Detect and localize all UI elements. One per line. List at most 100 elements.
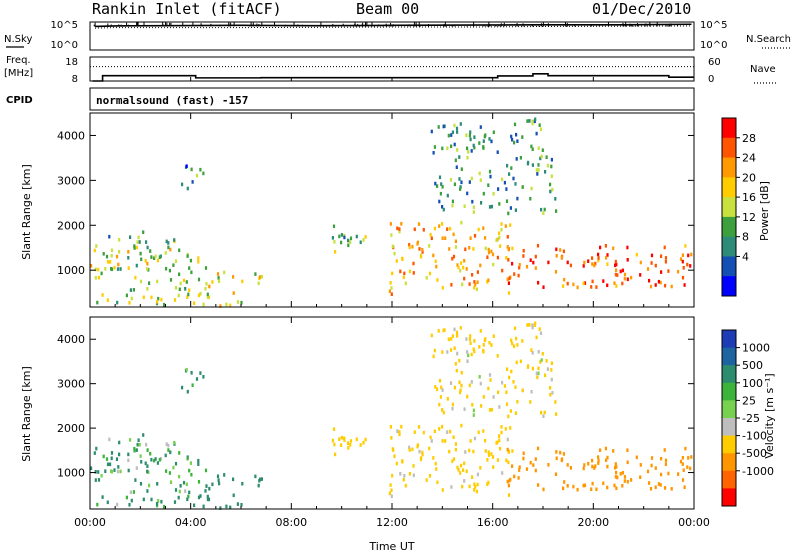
- colorbar-tick-label: 25: [742, 394, 756, 407]
- heatmap-cell: [178, 451, 181, 455]
- heatmap-cell: [129, 235, 132, 239]
- heatmap-cell: [498, 235, 501, 240]
- heatmap-cell: [115, 457, 119, 461]
- heatmap-cell: [491, 455, 495, 459]
- heatmap-cell: [612, 246, 615, 251]
- heatmap-cell: [526, 365, 529, 369]
- heatmap-cell: [189, 461, 192, 465]
- series-line-n-search: [95, 25, 692, 29]
- heatmap-cell: [359, 443, 362, 447]
- heatmap-cell: [454, 447, 457, 452]
- heatmap-cell: [468, 448, 471, 453]
- heatmap-cell: [140, 257, 143, 262]
- heatmap-cell: [489, 378, 492, 382]
- heatmap-cell: [582, 483, 585, 488]
- heatmap-cell: [595, 487, 598, 492]
- heatmap-cell: [232, 291, 235, 295]
- heatmap-cell: [453, 123, 456, 128]
- heatmap-cell: [597, 455, 600, 459]
- heatmap-cell: [440, 385, 443, 390]
- heatmap-cell: [446, 227, 449, 231]
- heatmap-cell: [441, 185, 444, 189]
- heatmap-cell: [455, 368, 458, 373]
- heatmap-cell: [156, 258, 159, 263]
- heatmap-cell: [484, 236, 487, 240]
- heatmap-cell: [165, 442, 168, 446]
- heatmap-cell: [454, 245, 457, 249]
- heatmap-cell: [501, 471, 504, 475]
- heatmap-cell: [146, 464, 149, 468]
- heatmap-cell: [505, 390, 508, 395]
- heatmap-cell: [125, 293, 128, 298]
- heatmap-cell: [197, 259, 200, 264]
- heatmap-cell: [428, 271, 432, 276]
- heatmap-cell: [96, 300, 99, 305]
- colorbar-tick-label: 28: [742, 132, 756, 145]
- heatmap-cell: [469, 236, 472, 240]
- heatmap-cell: [332, 427, 336, 431]
- heatmap-cell: [106, 500, 109, 505]
- heatmap-cell: [478, 375, 481, 379]
- heatmap-cell: [514, 208, 517, 212]
- velocity-axis-ticks: 1000 2000 3000 4000: [57, 333, 694, 480]
- colorbar-swatch: [722, 177, 736, 198]
- heatmap-cell: [514, 182, 517, 186]
- heatmap-cell: [650, 456, 654, 460]
- heatmap-cell: [670, 284, 673, 289]
- heatmap-cell: [204, 468, 208, 473]
- heatmap-cell: [469, 334, 472, 338]
- heatmap-cell: [454, 239, 457, 244]
- heatmap-cell: [487, 183, 490, 187]
- heatmap-cell: [129, 288, 132, 292]
- heatmap-cell: [470, 380, 473, 384]
- heatmap-cell: [507, 483, 510, 488]
- heatmap-cell: [364, 437, 367, 442]
- heatmap-cell: [583, 281, 587, 285]
- heatmap-cell: [462, 265, 465, 270]
- heatmap-cell: [522, 248, 525, 253]
- heatmap-cell: [456, 465, 459, 470]
- heatmap-cell: [460, 261, 463, 265]
- heatmap-cell: [174, 461, 178, 466]
- heatmap-cell: [554, 270, 558, 274]
- heatmap-cell: [167, 443, 170, 448]
- heatmap-cell: [188, 288, 191, 292]
- heatmap-cell: [118, 452, 121, 457]
- heatmap-cell: [545, 359, 548, 363]
- heatmap-cell: [509, 223, 512, 227]
- heatmap-cell: [544, 170, 547, 174]
- heatmap-cell: [441, 146, 444, 151]
- heatmap-cell: [178, 272, 181, 277]
- y-tick-label: 4000: [57, 333, 85, 346]
- heatmap-cell: [156, 279, 159, 284]
- heatmap-cell: [549, 386, 552, 390]
- heatmap-cell: [391, 244, 394, 249]
- heatmap-cell: [127, 256, 130, 260]
- heatmap-cell: [144, 259, 147, 263]
- heatmap-cell: [466, 191, 469, 196]
- heatmap-cell: [606, 455, 609, 460]
- heatmap-cell: [187, 494, 190, 499]
- heatmap-cell: [469, 439, 472, 443]
- heatmap-cell: [453, 385, 456, 390]
- heatmap-cell: [477, 227, 480, 232]
- heatmap-cell: [186, 389, 189, 394]
- heatmap-cell: [139, 482, 143, 486]
- heatmap-cell: [466, 350, 469, 354]
- heatmap-cell: [459, 185, 462, 189]
- heatmap-cell: [465, 133, 468, 137]
- heatmap-cell: [547, 463, 550, 467]
- heatmap-cell: [654, 283, 657, 287]
- heatmap-cell: [118, 440, 121, 445]
- small-tick-label: 10^5: [700, 20, 727, 31]
- heatmap-cell: [512, 380, 515, 384]
- heatmap-cell: [137, 235, 140, 240]
- heatmap-cell: [456, 334, 459, 338]
- heatmap-cell: [521, 135, 524, 139]
- heatmap-cell: [479, 263, 482, 268]
- heatmap-cell: [199, 292, 202, 296]
- heatmap-cell: [475, 489, 478, 494]
- heatmap-cell: [660, 456, 663, 461]
- heatmap-cell: [648, 278, 651, 283]
- heatmap-cell: [576, 285, 579, 290]
